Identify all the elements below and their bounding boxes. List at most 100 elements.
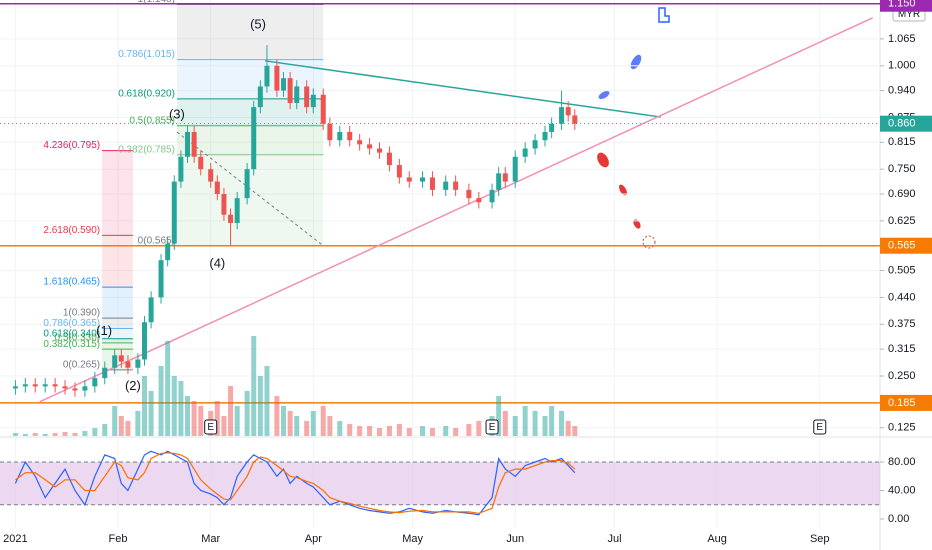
- volume-bar: [234, 406, 240, 436]
- candle-body: [148, 297, 154, 323]
- x-tick-label: 2021: [3, 533, 27, 545]
- candle-body: [234, 198, 240, 223]
- rocket-icon: [633, 219, 641, 229]
- candle-body: [396, 165, 402, 178]
- event-label: E: [816, 422, 823, 433]
- wave-label: (2): [125, 378, 141, 393]
- volume-bar: [420, 426, 426, 436]
- y-tick-label: 1.065: [888, 33, 916, 45]
- fib-zone: [102, 150, 133, 236]
- candle-body: [320, 94, 326, 124]
- volume-bar: [565, 421, 571, 436]
- candle-body: [542, 131, 548, 141]
- candle-body: [304, 86, 310, 108]
- candle-body: [178, 156, 184, 182]
- candle-body: [281, 78, 287, 91]
- y-tick-label: 1.000: [888, 60, 916, 72]
- candle-body: [135, 359, 141, 368]
- candle-body: [82, 386, 88, 391]
- volume-bar: [443, 426, 449, 436]
- trend-line: [39, 17, 874, 403]
- volume-bar: [281, 406, 287, 436]
- event-marker[interactable]: [204, 419, 218, 435]
- volume-bar: [185, 396, 191, 436]
- volume-bar: [294, 416, 300, 436]
- fib-zone: [102, 342, 133, 350]
- candle-body: [22, 384, 28, 387]
- candle-body: [251, 107, 257, 170]
- candle-body: [549, 123, 555, 132]
- candle-body: [125, 361, 131, 368]
- candle-body: [559, 107, 565, 124]
- x-tick-label: Jul: [607, 533, 621, 545]
- volume-bar: [148, 391, 154, 436]
- volume-bar: [112, 406, 118, 436]
- candle-body: [141, 322, 147, 360]
- volume-bar: [327, 416, 333, 436]
- volume-bar: [429, 428, 435, 436]
- fib-label: 0(0.265): [63, 359, 100, 370]
- price-badge: [880, 237, 932, 254]
- volume-bar: [367, 426, 373, 436]
- trend-line: [264, 60, 661, 118]
- candle-body: [214, 181, 220, 195]
- candle-body: [264, 65, 270, 87]
- volume-bar: [42, 434, 48, 436]
- candle-body: [357, 140, 363, 145]
- candle-body: [453, 181, 459, 190]
- candle-body: [420, 177, 426, 182]
- event-marker[interactable]: [485, 419, 499, 435]
- x-tick-label: Jun: [506, 533, 524, 545]
- y-tick-label: 0.815: [888, 136, 916, 148]
- volume-bar: [466, 424, 472, 436]
- x-tick-label: Aug: [707, 533, 727, 545]
- x-tick-label: Mar: [201, 533, 220, 545]
- fib-label: 0.786(1.015): [118, 49, 175, 60]
- volume-bar: [32, 433, 38, 436]
- volume-bar: [92, 428, 98, 436]
- event-label: E: [207, 422, 214, 433]
- event-marker[interactable]: [813, 419, 827, 435]
- y-tick-label: 0.00: [888, 513, 909, 525]
- candle-body: [221, 194, 227, 215]
- volume-bar: [287, 411, 293, 436]
- fib-label: 0.618(0.920): [118, 89, 175, 100]
- y-tick-label: 0.250: [888, 370, 916, 382]
- volume-bar: [310, 411, 316, 436]
- price-badge-label: 0.185: [888, 397, 916, 409]
- y-tick-label: 0.750: [888, 163, 916, 175]
- fib-zone: [102, 235, 133, 288]
- event-label: E: [489, 422, 496, 433]
- fib-label: 4.236(0.795): [43, 140, 100, 151]
- stoch-line: [14, 450, 576, 516]
- candle-body: [406, 177, 412, 182]
- icons: [597, 7, 670, 249]
- rocket-icon: [597, 152, 609, 168]
- candle-body: [32, 384, 38, 387]
- fib-label: 0.382(0.315): [43, 339, 100, 350]
- candle-body: [102, 367, 108, 379]
- candle-body: [502, 173, 508, 182]
- candle-body: [92, 378, 98, 387]
- candle-body: [158, 260, 164, 298]
- candle-body: [171, 181, 177, 244]
- volume-bar: [62, 432, 68, 436]
- candle-body: [294, 86, 300, 104]
- x-tick-label: May: [402, 533, 423, 545]
- volume-bar: [178, 381, 184, 436]
- candle-body: [466, 189, 472, 199]
- candle-body: [496, 173, 502, 190]
- volume-bar: [141, 376, 147, 436]
- volume-bar: [228, 386, 234, 436]
- price-badge-label: 0.565: [888, 240, 916, 252]
- rocket-icon: [598, 91, 610, 99]
- volume-bar: [198, 406, 204, 436]
- volume-bar: [264, 366, 270, 436]
- y-tick-label: 0.690: [888, 188, 916, 200]
- volume-bar: [171, 376, 177, 436]
- volume-bar: [274, 396, 280, 436]
- volume-bar: [165, 341, 171, 436]
- volume-bar: [52, 433, 58, 436]
